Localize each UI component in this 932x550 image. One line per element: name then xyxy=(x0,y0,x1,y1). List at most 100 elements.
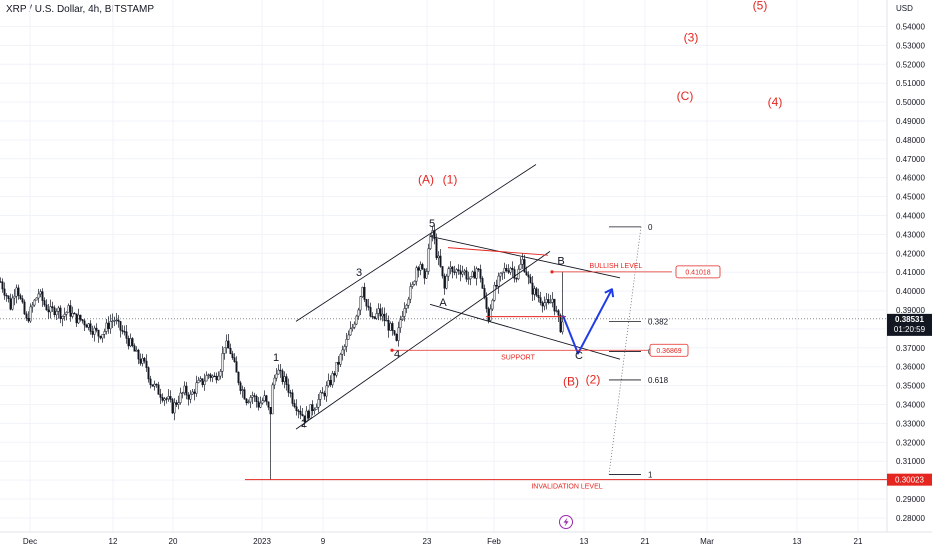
candle-body xyxy=(405,304,408,309)
candle-body xyxy=(451,266,454,273)
candle-body xyxy=(471,271,474,278)
candle-body xyxy=(357,309,360,317)
candle-body xyxy=(21,298,24,303)
candle-body xyxy=(193,391,196,394)
candle-body xyxy=(377,308,380,314)
wave-label: (C) xyxy=(677,89,694,103)
candle-body xyxy=(487,308,490,321)
candle-body xyxy=(157,384,160,395)
candle-body xyxy=(53,307,56,316)
candle-body xyxy=(339,354,342,365)
price-tick-label: 0.46000 xyxy=(896,174,925,183)
candle-body xyxy=(47,309,50,313)
candle-body xyxy=(275,373,278,379)
current-price-label: 0.38531 xyxy=(895,315,924,324)
candle-body xyxy=(217,375,220,381)
candle-body xyxy=(327,380,330,387)
candle-body xyxy=(399,319,402,329)
candle-body xyxy=(427,248,430,272)
candle-body xyxy=(255,395,258,402)
candle-body xyxy=(303,415,306,423)
support-level-anchor xyxy=(390,348,394,352)
time-tick-label: Mar xyxy=(700,537,714,546)
candle-body xyxy=(229,348,232,354)
time-tick-label: 13 xyxy=(793,537,802,546)
projection-path xyxy=(562,288,615,355)
currency-label: USD xyxy=(896,4,913,13)
candle-body xyxy=(315,406,318,410)
candle-body xyxy=(107,322,110,330)
wave-label: 1 xyxy=(273,352,279,364)
candle-body xyxy=(369,307,372,317)
candle-body xyxy=(347,334,350,340)
candle-body xyxy=(133,345,136,352)
candle-body xyxy=(289,392,292,394)
candle-body xyxy=(341,349,344,355)
candle-body xyxy=(123,331,126,333)
trendlines xyxy=(295,164,621,430)
candle-body xyxy=(63,314,66,317)
time-tick-label: 23 xyxy=(423,537,432,546)
candle-body xyxy=(397,327,400,341)
price-tick-label: 0.49000 xyxy=(896,117,925,126)
candle-body xyxy=(99,335,102,339)
candle-body xyxy=(269,407,272,415)
candle-body xyxy=(447,268,450,277)
candle-body xyxy=(285,376,288,385)
candle-body xyxy=(65,311,68,315)
price-tick-label: 0.36000 xyxy=(896,363,925,372)
candle-body xyxy=(525,271,528,276)
candle-body xyxy=(121,329,124,332)
invalidation-price-label: 0.30023 xyxy=(895,476,924,485)
candle-body xyxy=(351,327,354,330)
candle-body xyxy=(61,316,64,319)
candle-body xyxy=(545,299,548,303)
price-tick-label: 0.47000 xyxy=(896,155,925,164)
candle-body xyxy=(459,270,462,275)
candle-body xyxy=(521,259,524,265)
candle-body xyxy=(213,375,216,378)
candle-body xyxy=(251,395,254,398)
candle-body xyxy=(421,264,424,270)
time-axis[interactable]: Dec 12 20 2023 9 23 Feb 13 21 Mar 13 21 xyxy=(23,537,863,546)
candle-body xyxy=(11,297,14,310)
candle-body xyxy=(83,320,86,326)
candle-body xyxy=(201,378,204,385)
candle-body xyxy=(461,271,464,275)
candle-body xyxy=(501,271,504,274)
candle-body xyxy=(331,373,334,386)
candle-body xyxy=(191,391,194,395)
candle-body xyxy=(119,321,122,331)
candle-body xyxy=(57,307,60,312)
candle-body xyxy=(295,406,298,412)
wave-label: A xyxy=(439,297,447,309)
candle-body xyxy=(519,264,522,270)
price-tick-label: 0.53000 xyxy=(896,41,925,50)
candle-body xyxy=(75,313,78,324)
candle-body xyxy=(411,284,414,287)
candle-body xyxy=(235,361,238,373)
price-tick-label: 0.45000 xyxy=(896,193,925,202)
wave-label: B xyxy=(557,256,564,268)
candle-body xyxy=(155,383,158,386)
price-axis[interactable]: 0.54000 0.53000 0.52000 0.51000 0.50000 0.490… xyxy=(896,23,925,523)
event-badge[interactable] xyxy=(559,515,573,529)
wave-label: (4) xyxy=(768,95,783,109)
projection-arrowhead xyxy=(604,288,615,298)
trendline xyxy=(447,247,549,256)
candle-body xyxy=(245,398,248,404)
invalidation-text: INVALIDATION LEVEL xyxy=(531,484,602,491)
candle-body xyxy=(137,349,140,360)
candle-body xyxy=(281,370,284,382)
candle-body xyxy=(307,410,310,419)
candle-body xyxy=(537,295,540,298)
candle-body xyxy=(407,298,410,306)
candle-body xyxy=(419,264,422,271)
wave-label: (1) xyxy=(443,172,458,186)
lightning-icon xyxy=(563,517,569,527)
candle-body xyxy=(183,385,186,394)
time-tick-label: 21 xyxy=(854,537,863,546)
candle-body xyxy=(207,374,210,376)
support-level-text: SUPPORT xyxy=(501,354,535,361)
